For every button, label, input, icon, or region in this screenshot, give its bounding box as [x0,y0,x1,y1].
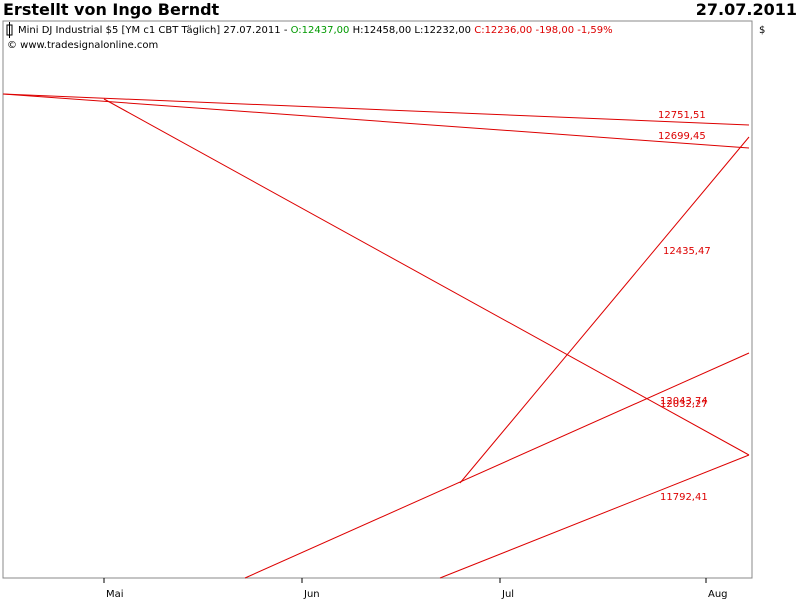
trend-line-label: 12032,27 [660,399,708,410]
open-value: O:12437,00 [291,25,350,36]
x-tick-label: Jul [501,589,514,600]
trend-line-label: 12699,45 [658,131,706,142]
trend-line [2,93,750,126]
svg-text:Mini DJ Industrial $5 [YM c1 C: Mini DJ Industrial $5 [YM c1 CBT Täglich… [18,25,613,36]
author-title: Erstellt von Ingo Berndt [3,0,220,19]
plot-area [2,20,753,579]
trend-line-label: 12043,74 [660,396,708,407]
trend-line [2,93,750,149]
trend-line [103,98,750,456]
x-tick-label: Aug [708,589,728,600]
trend-line [439,454,750,579]
chart-date: 27.07.2011 [695,0,797,19]
close-value: C:12236,00 -198,00 -1,59% [474,25,612,36]
instrument-info: Mini DJ Industrial $5 [YM c1 CBT Täglich… [18,25,291,36]
website-text: © www.tradesignalonline.com [7,40,158,51]
trend-line-label: 11792,41 [660,492,708,503]
x-tick-label: Mai [106,589,124,600]
currency-label: $ [759,25,765,36]
x-tick-label: Jun [303,589,320,600]
trend-line [244,352,750,579]
trend-line-label: 12751,51 [658,110,706,121]
trend-line [459,136,750,484]
high-value: H:12458,00 [353,25,412,36]
trend-line-label: 12435,47 [663,246,711,257]
low-value: L:12232,00 [414,25,471,36]
